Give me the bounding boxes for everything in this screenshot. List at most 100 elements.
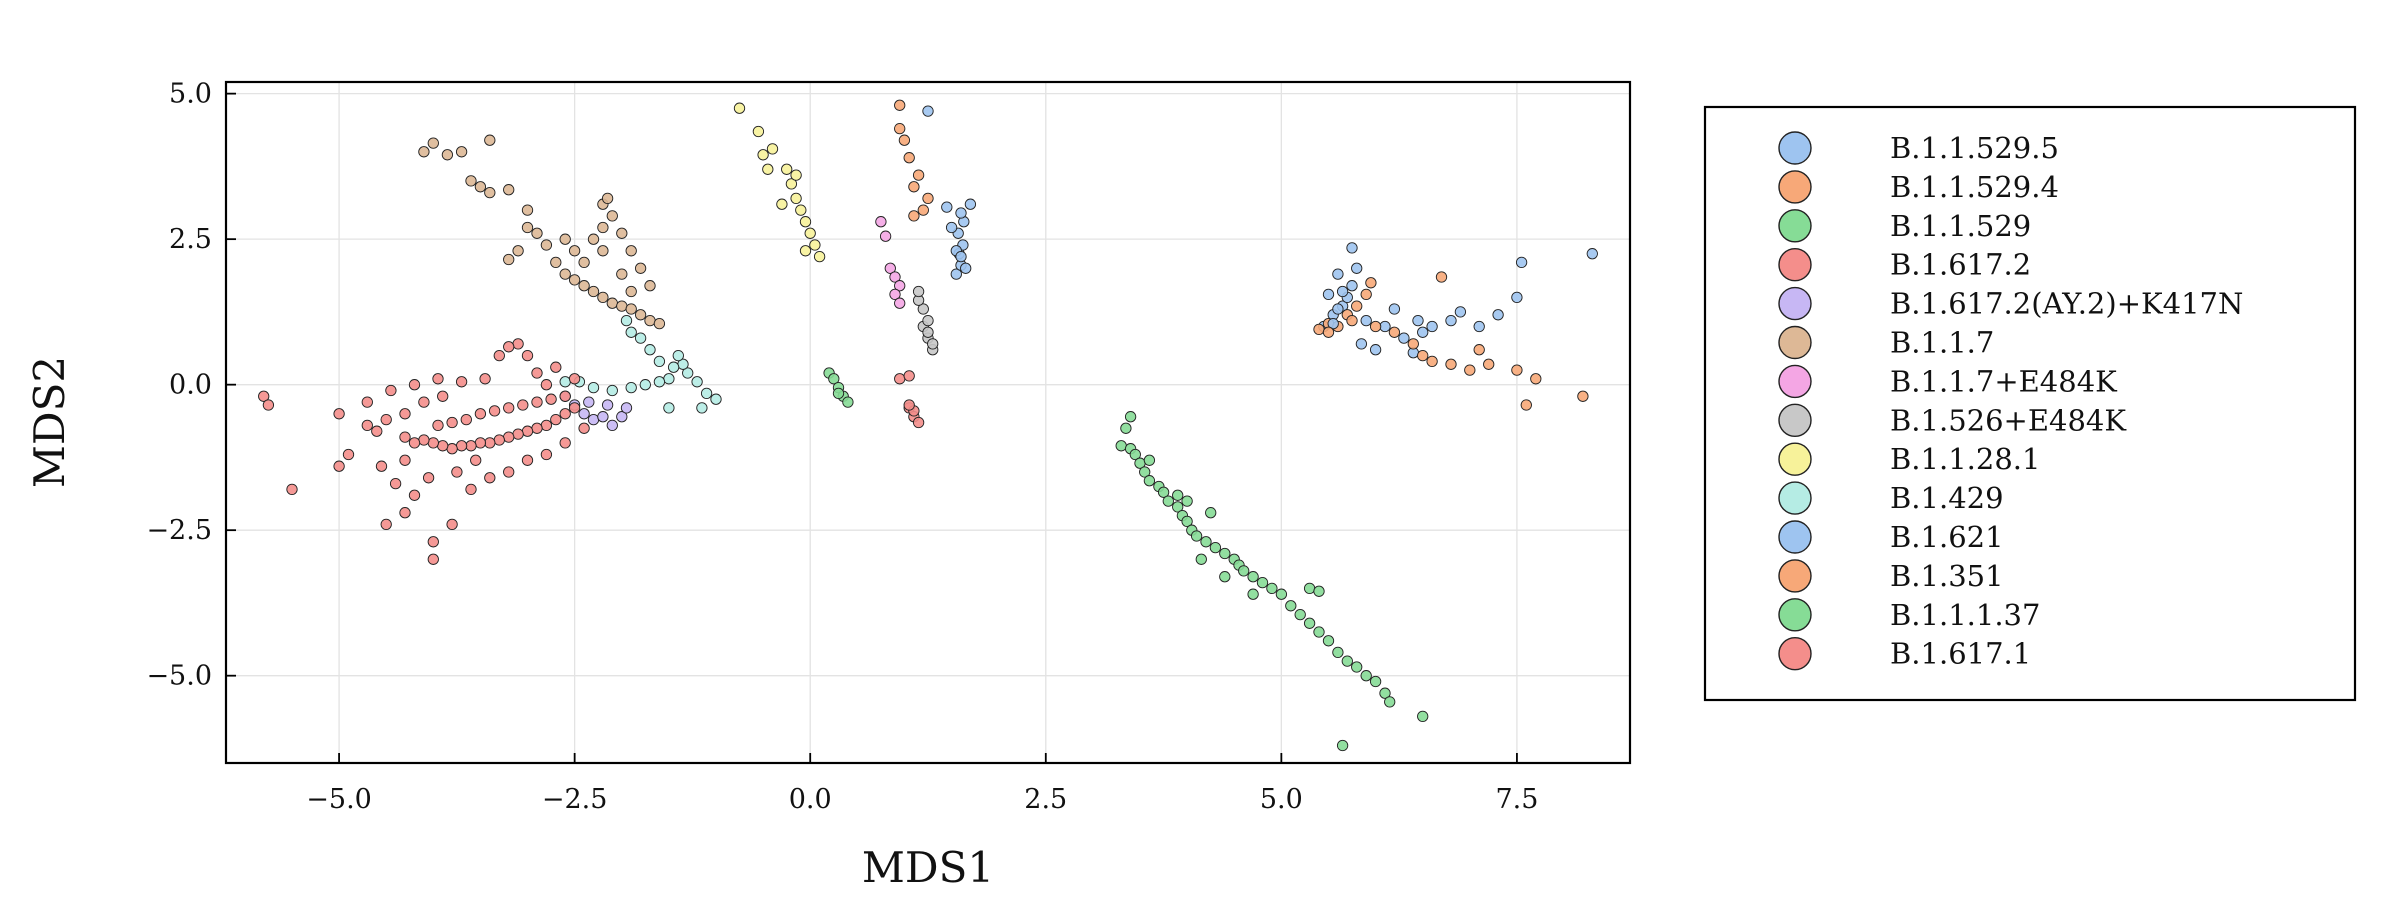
data-point	[964, 198, 977, 210]
data-point	[960, 262, 972, 274]
data-point	[1426, 320, 1438, 333]
data-point	[399, 507, 411, 519]
data-point	[540, 448, 553, 461]
data-point	[894, 99, 906, 111]
data-point	[361, 419, 373, 432]
legend-label: B.1.617.2	[1890, 248, 2031, 282]
data-point	[634, 262, 647, 274]
data-point	[503, 402, 515, 414]
y-axis-label: MDS2	[25, 356, 74, 488]
data-point	[809, 239, 821, 251]
data-point	[399, 454, 411, 466]
data-point	[587, 285, 600, 298]
data-point	[597, 221, 609, 234]
legend-item: B.1.1.529.4	[1778, 170, 2059, 204]
data-point	[1351, 262, 1363, 274]
data-point	[1445, 358, 1457, 370]
data-point	[531, 227, 543, 239]
legend-label: B.1.1.7	[1890, 326, 1994, 360]
legend-label: B.1.1.7+E484K	[1890, 364, 2118, 398]
data-point	[606, 210, 618, 222]
data-point	[1139, 466, 1151, 478]
data-point	[455, 146, 468, 158]
data-point	[474, 181, 487, 193]
data-point	[894, 280, 906, 292]
data-point	[781, 163, 793, 175]
data-point	[432, 419, 444, 432]
data-point	[1195, 553, 1207, 565]
y-tick-label: 5.0	[169, 79, 212, 110]
data-point	[1520, 399, 1532, 411]
data-point	[790, 169, 802, 181]
data-point	[875, 216, 887, 228]
legend-marker	[1778, 403, 1812, 437]
data-point	[894, 297, 906, 309]
legend-marker	[1778, 559, 1812, 593]
data-point	[432, 373, 444, 385]
data-point	[451, 466, 463, 478]
data-point	[446, 416, 458, 429]
data-point	[1464, 364, 1476, 376]
data-point	[559, 408, 571, 420]
series-B.1.1.7	[418, 134, 666, 330]
data-point	[691, 376, 703, 388]
data-point	[644, 314, 656, 327]
data-point	[1181, 495, 1193, 507]
data-point	[1417, 326, 1429, 338]
data-point	[813, 250, 826, 263]
data-point	[1190, 530, 1203, 542]
data-point	[1435, 271, 1448, 283]
data-point	[371, 425, 383, 437]
data-point	[587, 233, 600, 245]
data-point	[333, 460, 345, 472]
data-point	[503, 466, 515, 478]
data-point	[1398, 332, 1410, 344]
data-point	[578, 422, 590, 434]
series-B.1.617.2(AY.2)+K417N	[559, 390, 633, 432]
legend: B.1.1.529.5 B.1.1.529.4 B.1.1.529 B.1.617.2…	[1703, 105, 2357, 702]
legend-frame	[1703, 105, 2357, 702]
data-point	[1336, 285, 1349, 298]
data-point	[540, 379, 553, 391]
series-B.1.1.7+E484K	[875, 216, 906, 309]
data-point	[399, 431, 411, 443]
data-point	[1483, 358, 1495, 370]
data-point	[559, 268, 571, 280]
series-B.1.351	[1322, 314, 1429, 362]
data-point	[667, 361, 680, 373]
data-point	[427, 536, 439, 548]
data-point	[1172, 489, 1184, 501]
series-B.1.617.2	[894, 370, 925, 429]
data-point	[1473, 344, 1485, 356]
data-point	[568, 402, 581, 414]
data-point	[616, 411, 628, 423]
data-point	[1209, 541, 1222, 554]
grid-lines	[226, 82, 1630, 763]
data-point	[484, 186, 496, 199]
data-point	[380, 518, 392, 531]
data-point	[559, 437, 571, 449]
data-point	[427, 437, 439, 449]
plot-frame	[224, 80, 1632, 765]
legend-label: B.1.621	[1890, 520, 2004, 554]
data-point	[696, 402, 708, 414]
data-point	[465, 175, 477, 187]
data-point	[503, 184, 515, 196]
data-point	[540, 419, 553, 432]
data-point	[955, 207, 967, 219]
series-B.1.1.529	[823, 367, 854, 408]
data-point	[1336, 739, 1349, 752]
data-point	[1346, 314, 1358, 327]
data-point	[1143, 475, 1156, 487]
data-point	[1445, 314, 1457, 327]
data-point	[521, 454, 534, 466]
data-point	[1285, 600, 1297, 612]
data-point	[1511, 364, 1523, 376]
data-point	[333, 408, 345, 420]
data-point	[917, 204, 929, 216]
data-point	[1332, 268, 1344, 280]
data-point	[799, 245, 812, 257]
data-point	[616, 268, 628, 280]
data-point	[446, 518, 458, 531]
data-point	[752, 125, 765, 138]
